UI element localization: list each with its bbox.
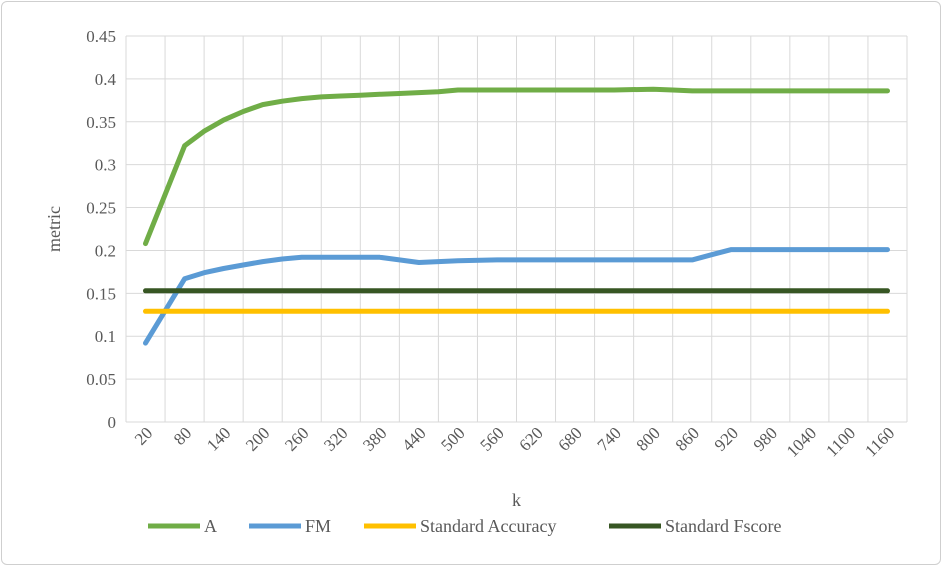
legend-label: Standard Accuracy (420, 516, 556, 536)
y-tick-label: 0.45 (86, 27, 116, 46)
x-axis-ticks: 20 80 140 200 260 320 380 440 500 560 620 680 740 800… (131, 423, 898, 460)
x-tick-label: 320 (320, 423, 351, 454)
x-tick-label: 440 (398, 423, 429, 454)
series-line-0 (143, 86, 890, 247)
gridlines (125, 35, 908, 423)
x-tick-label: 80 (170, 423, 195, 448)
x-tick-label: 500 (437, 423, 468, 454)
y-tick-label: 0.4 (95, 70, 117, 89)
legend: A FM Standard Accuracy Standard Fscore (148, 516, 781, 536)
x-tick-label: 20 (131, 423, 156, 448)
legend-label: Standard Fscore (665, 516, 781, 536)
x-tick-label: 860 (672, 423, 703, 454)
y-tick-label: 0.05 (86, 370, 116, 389)
legend-label: FM (305, 516, 331, 536)
series-line-1 (143, 247, 890, 346)
y-axis-title: metric (44, 206, 64, 252)
y-tick-label: 0 (108, 413, 117, 432)
x-tick-label: 1160 (861, 423, 898, 460)
x-tick-label: 980 (750, 423, 781, 454)
x-tick-label: 200 (242, 423, 273, 454)
y-tick-label: 0.25 (86, 199, 116, 218)
x-axis-title: k (512, 490, 521, 510)
series-lines (143, 86, 890, 346)
y-tick-label: 0.35 (86, 113, 116, 132)
y-tick-label: 0.1 (95, 327, 116, 346)
x-tick-label: 1040 (783, 423, 820, 460)
x-tick-label: 620 (515, 423, 546, 454)
x-tick-label: 140 (203, 423, 234, 454)
x-tick-label: 920 (711, 423, 742, 454)
legend-label: A (204, 516, 217, 536)
y-tick-label: 0.3 (95, 156, 116, 175)
x-tick-label: 380 (359, 423, 390, 454)
x-tick-label: 740 (593, 423, 624, 454)
x-tick-label: 260 (281, 423, 312, 454)
y-tick-label: 0.2 (95, 241, 116, 260)
y-axis-ticks: 0 0.05 0.1 0.15 0.2 0.25 0.3 0.35 0.4 0.45 (86, 27, 116, 432)
x-tick-label: 560 (476, 423, 507, 454)
x-tick-label: 1100 (822, 423, 859, 460)
y-tick-label: 0.15 (86, 284, 116, 303)
x-tick-label: 680 (554, 423, 585, 454)
x-tick-label: 800 (633, 423, 664, 454)
